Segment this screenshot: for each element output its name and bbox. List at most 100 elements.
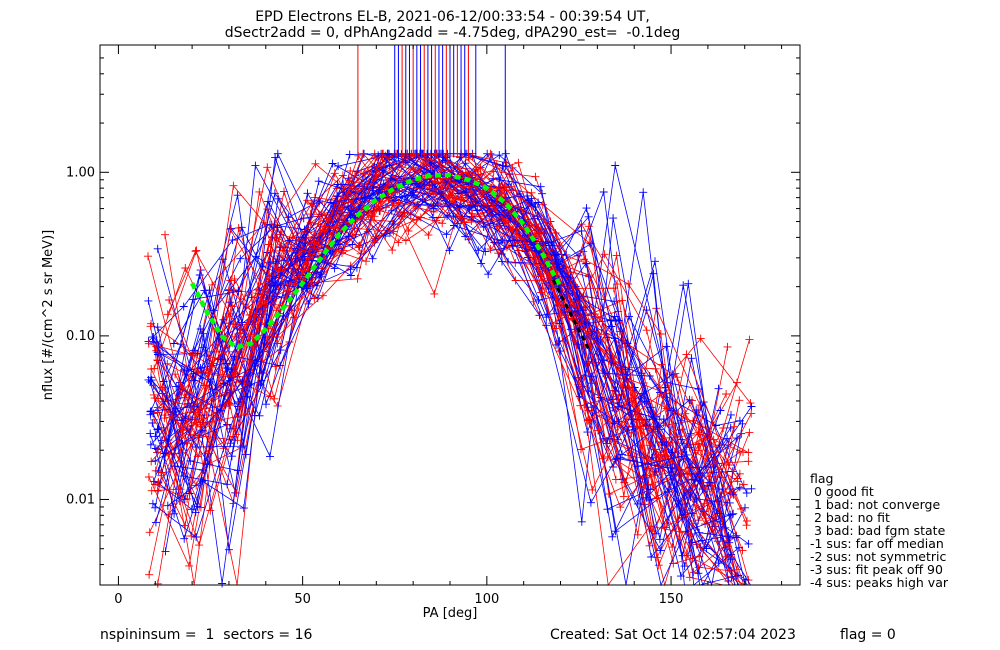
series-line xyxy=(153,153,732,584)
data-point xyxy=(591,310,600,319)
data-point xyxy=(633,462,642,471)
data-point xyxy=(224,545,233,554)
data-point xyxy=(616,503,625,512)
data-point xyxy=(147,407,156,416)
data-point xyxy=(746,399,755,408)
data-point xyxy=(489,167,498,176)
data-point xyxy=(555,319,564,328)
data-point xyxy=(273,339,282,348)
data-point xyxy=(149,390,158,399)
data-point xyxy=(662,342,671,351)
data-point xyxy=(666,464,675,472)
data-point xyxy=(577,445,585,454)
data-point xyxy=(192,533,201,541)
data-point xyxy=(627,429,636,438)
series-line xyxy=(151,177,734,495)
data-point xyxy=(273,223,282,232)
data-point xyxy=(163,359,172,368)
data-point xyxy=(198,477,207,485)
data-point xyxy=(624,279,633,288)
legend-item: -3 sus: fit peak off 90 xyxy=(810,562,943,577)
data-point xyxy=(206,377,215,386)
data-point xyxy=(535,230,544,239)
data-point xyxy=(438,219,447,228)
series-line xyxy=(151,167,727,492)
data-point xyxy=(603,439,612,448)
data-point xyxy=(687,354,696,363)
data-point xyxy=(603,453,612,461)
data-point xyxy=(355,243,364,252)
legend-item: 2 bad: no fit xyxy=(810,510,890,525)
data-point xyxy=(206,506,215,515)
data-point xyxy=(655,535,664,544)
data-point xyxy=(385,229,394,238)
data-point xyxy=(686,530,695,538)
data-point xyxy=(147,376,156,385)
data-point xyxy=(611,161,620,170)
data-point xyxy=(153,323,162,332)
data-point xyxy=(744,448,753,457)
data-point xyxy=(370,238,379,247)
series-line xyxy=(174,153,752,529)
data-point xyxy=(304,299,313,308)
data-point xyxy=(264,197,273,206)
data-point xyxy=(502,217,510,226)
data-point xyxy=(737,429,746,438)
data-point xyxy=(700,499,709,508)
data-point xyxy=(609,214,618,223)
data-point xyxy=(609,284,618,293)
data-point xyxy=(726,510,735,519)
data-point xyxy=(594,426,602,435)
data-point xyxy=(412,215,421,224)
data-point xyxy=(409,186,418,195)
data-point xyxy=(239,504,248,513)
data-point xyxy=(234,287,243,296)
footer-flag: flag = 0 xyxy=(840,627,896,643)
data-point xyxy=(527,188,536,197)
data-point xyxy=(511,276,520,285)
data-point xyxy=(722,390,731,398)
data-point xyxy=(688,554,697,563)
data-point xyxy=(685,573,694,582)
data-point xyxy=(461,168,470,177)
data-point xyxy=(465,235,473,244)
data-point xyxy=(205,449,214,458)
data-point xyxy=(223,363,232,372)
data-point xyxy=(618,296,626,305)
data-point xyxy=(145,528,154,537)
data-point xyxy=(617,343,626,352)
data-point xyxy=(637,369,646,378)
legend-item: -4 sus: peaks high var xyxy=(810,575,949,590)
data-point xyxy=(584,212,593,221)
data-point xyxy=(741,503,749,512)
data-point xyxy=(657,390,666,399)
data-point xyxy=(188,351,197,360)
data-point xyxy=(276,281,285,289)
data-point xyxy=(255,411,264,420)
legend-title: flag xyxy=(810,471,834,486)
data-point xyxy=(437,189,446,198)
data-point xyxy=(744,457,753,466)
data-point xyxy=(279,312,288,320)
data-point xyxy=(160,411,169,420)
data-point xyxy=(536,182,545,191)
data-point xyxy=(146,322,155,331)
data-point xyxy=(715,509,724,518)
data-point xyxy=(612,251,621,260)
data-point xyxy=(367,211,376,220)
y-axis-label: nflux [#/(cm^2 s sr MeV)] xyxy=(41,230,56,400)
data-point xyxy=(709,435,718,444)
data-point xyxy=(149,381,158,390)
series-line xyxy=(158,153,743,587)
data-point xyxy=(652,553,661,562)
data-point xyxy=(732,565,741,574)
data-point xyxy=(158,383,167,392)
data-point xyxy=(656,330,665,338)
data-point xyxy=(144,339,153,348)
data-point xyxy=(531,172,540,181)
data-point xyxy=(191,443,200,451)
data-point xyxy=(236,254,245,263)
data-point xyxy=(511,258,520,267)
data-point xyxy=(619,492,628,501)
data-point xyxy=(163,310,172,319)
